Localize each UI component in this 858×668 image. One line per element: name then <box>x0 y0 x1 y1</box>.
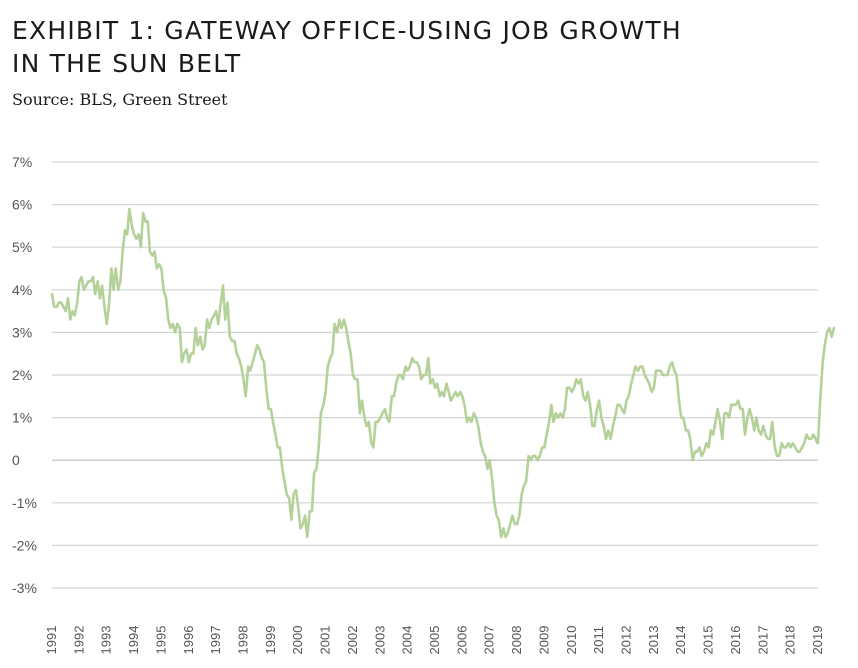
x-tick-label: 2009 <box>536 626 551 655</box>
x-tick-label: 1992 <box>71 626 86 655</box>
y-axis-ticks: 7% 6% 5% 4% 3% 2% 1% 0 -1% -2% -3% <box>12 154 37 596</box>
y-tick-label: 2% <box>12 367 32 383</box>
y-tick-label: 1% <box>12 410 32 426</box>
x-tick-label: 1993 <box>99 626 114 655</box>
x-tick-label: 2000 <box>290 626 305 655</box>
y-tick-label: 5% <box>12 239 32 255</box>
x-tick-label: 1994 <box>126 626 141 655</box>
x-tick-label: 1998 <box>236 626 251 655</box>
y-tick-label: 7% <box>12 154 32 170</box>
x-tick-label: 2012 <box>619 626 634 655</box>
y-tick-label: -1% <box>12 495 37 511</box>
x-tick-label: 2011 <box>591 626 606 654</box>
y-tick-label: -3% <box>12 580 37 596</box>
x-tick-label: 2001 <box>318 626 333 655</box>
x-axis-ticks: 1991 1992 1993 1994 1995 1996 1997 1998 1999 2000… <box>44 626 825 655</box>
y-tick-label: 0 <box>12 452 20 468</box>
y-tick-label: 3% <box>12 324 32 340</box>
chart-source: Source: BLS, Green Street <box>12 90 228 109</box>
x-tick-label: 2003 <box>372 626 387 655</box>
chart-title: EXHIBIT 1: GATEWAY OFFICE-USING JOB GROW… <box>12 14 832 80</box>
x-tick-label: 2004 <box>400 626 415 655</box>
y-tick-label: -2% <box>12 537 37 553</box>
chart-title-line-1: EXHIBIT 1: GATEWAY OFFICE-USING JOB GROW… <box>12 16 682 45</box>
x-tick-label: 2005 <box>427 626 442 655</box>
x-tick-label: 2007 <box>482 626 497 655</box>
x-tick-label: 2002 <box>345 626 360 655</box>
x-tick-label: 1997 <box>208 626 223 655</box>
gridlines <box>52 161 818 589</box>
chart-title-line-2: IN THE SUN BELT <box>12 49 242 78</box>
x-tick-label: 2017 <box>755 626 770 655</box>
x-tick-label: 2013 <box>646 626 661 655</box>
x-tick-label: 1999 <box>263 626 278 655</box>
x-tick-label: 2016 <box>728 626 743 655</box>
y-tick-label: 6% <box>12 197 32 213</box>
x-tick-label: 2014 <box>673 626 688 655</box>
y-tick-label: 4% <box>12 282 32 298</box>
x-tick-label: 1996 <box>181 626 196 655</box>
x-tick-label: 1991 <box>44 626 59 655</box>
x-tick-label: 2006 <box>454 626 469 655</box>
x-tick-label: 2019 <box>810 626 825 655</box>
series-line <box>50 207 836 539</box>
series-layer <box>50 207 836 539</box>
x-tick-label: 1995 <box>153 626 168 655</box>
x-tick-label: 2015 <box>701 626 716 655</box>
x-tick-label: 2010 <box>564 626 579 655</box>
x-tick-label: 2018 <box>783 626 798 655</box>
x-tick-label: 2008 <box>509 626 524 655</box>
